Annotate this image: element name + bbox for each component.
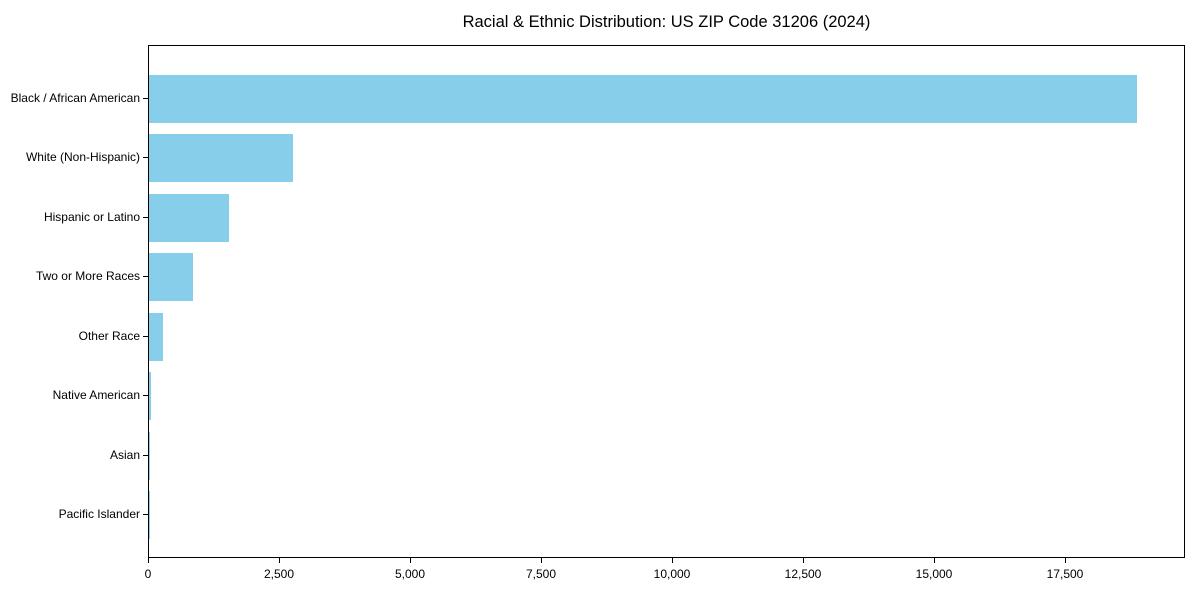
y-tick-mark bbox=[143, 454, 148, 456]
y-tick-label: Native American bbox=[52, 388, 140, 403]
x-tick-label: 0 bbox=[144, 567, 152, 581]
x-tick-mark bbox=[671, 558, 673, 563]
x-tick-label: 2,500 bbox=[263, 567, 295, 581]
y-tick-mark bbox=[143, 514, 148, 515]
x-tick-mark bbox=[278, 558, 280, 563]
x-tick-label: 7,500 bbox=[525, 567, 557, 581]
bar-asian bbox=[149, 431, 151, 480]
y-tick-mark bbox=[143, 395, 148, 397]
y-tick-mark bbox=[143, 276, 148, 278]
bar-pacific-islander bbox=[149, 491, 150, 539]
x-tick-label: 15,000 bbox=[915, 567, 953, 581]
x-tick-label: 10,000 bbox=[653, 567, 691, 581]
bar-native-american bbox=[149, 372, 151, 421]
y-tick-label: Asian bbox=[109, 447, 140, 462]
x-tick-label: 12,500 bbox=[784, 567, 822, 581]
y-tick-label: Other Race bbox=[78, 328, 140, 343]
y-tick-mark bbox=[143, 335, 148, 337]
x-tick-mark bbox=[147, 558, 149, 563]
x-tick-mark bbox=[540, 558, 542, 563]
x-tick-mark bbox=[933, 558, 935, 563]
y-tick-mark bbox=[143, 98, 148, 99]
bar-two-or-more-races bbox=[149, 253, 194, 302]
y-tick-label: White (Non-Hispanic) bbox=[25, 150, 140, 165]
y-tick-mark bbox=[143, 157, 148, 159]
x-tick-mark bbox=[1064, 558, 1066, 563]
y-tick-label: Two or More Races bbox=[35, 269, 140, 284]
x-tick-label: 17,500 bbox=[1046, 567, 1084, 581]
plot-area bbox=[148, 45, 1185, 558]
bar-black-african-american bbox=[149, 75, 1137, 123]
y-tick-label: Hispanic or Latino bbox=[43, 209, 140, 224]
bar-white-non-hispanic bbox=[149, 134, 294, 183]
x-tick-mark bbox=[802, 558, 804, 563]
y-tick-mark bbox=[143, 216, 148, 218]
chart-title: Racial & Ethnic Distribution: US ZIP Cod… bbox=[462, 13, 871, 31]
x-tick-label: 5,000 bbox=[394, 567, 426, 581]
y-tick-label: Black / African American bbox=[10, 91, 140, 105]
bar-hispanic-or-latino bbox=[149, 193, 229, 242]
bar-other-race bbox=[149, 312, 163, 361]
y-tick-label: Pacific Islander bbox=[58, 507, 140, 521]
x-tick-mark bbox=[409, 558, 411, 563]
